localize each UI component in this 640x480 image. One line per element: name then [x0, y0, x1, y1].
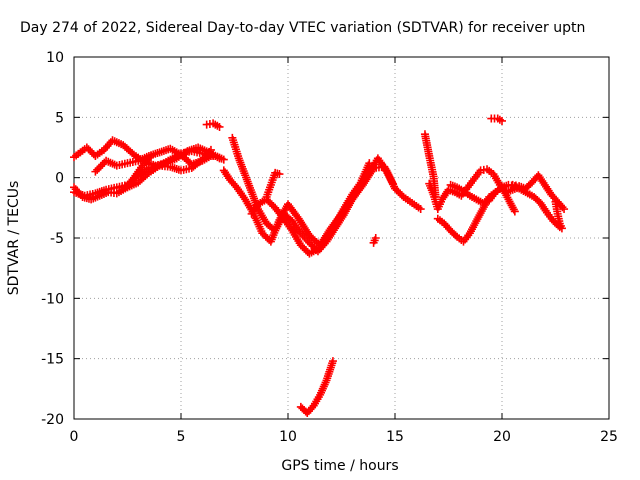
series-arc-e — [123, 145, 215, 192]
y-tick-label: -15 — [41, 352, 64, 368]
x-tick-label: 0 — [70, 429, 79, 445]
y-tick-label: 0 — [55, 171, 64, 187]
series-arc-q — [487, 114, 506, 125]
x-tick-label: 15 — [386, 429, 404, 445]
data-point — [215, 122, 224, 131]
data-point — [560, 205, 569, 214]
data-point — [498, 116, 506, 125]
x-tick-label: 25 — [600, 429, 618, 445]
series-arc-f — [202, 119, 224, 131]
series-arc-i — [247, 159, 374, 258]
y-tick-label: -10 — [41, 291, 64, 307]
data-point — [219, 155, 228, 164]
data-points — [70, 114, 569, 417]
chart-title: Day 274 of 2022, Sidereal Day-to-day VTE… — [20, 20, 585, 36]
data-point — [557, 224, 566, 233]
series-arc-l — [369, 234, 380, 247]
y-tick-label: -5 — [50, 231, 64, 247]
data-point — [275, 170, 284, 179]
data-point — [416, 205, 425, 214]
data-point — [206, 145, 215, 154]
data-point — [328, 357, 337, 366]
x-axis: 0 5 10 15 20 25 — [70, 57, 618, 445]
y-tick-label: 5 — [55, 110, 64, 126]
y-axis: -20 -15 -10 -5 0 5 10 — [41, 50, 609, 428]
series-arc-s — [551, 197, 566, 233]
data-point — [365, 159, 374, 168]
y-tick-label: -20 — [41, 412, 64, 428]
series-arc-k — [296, 357, 337, 417]
x-tick-label: 5 — [177, 429, 186, 445]
series-arc-m — [420, 130, 440, 201]
x-tick-label: 10 — [279, 429, 297, 445]
series-arc-j — [262, 168, 284, 201]
data-point — [510, 207, 519, 216]
y-tick-label: 10 — [46, 50, 64, 66]
y-axis-label: SDTVAR / TECUs — [6, 181, 22, 296]
x-tick-label: 20 — [493, 429, 511, 445]
data-point — [371, 234, 380, 242]
grid-lines — [74, 57, 609, 419]
x-axis-label: GPS time / hours — [281, 458, 398, 474]
